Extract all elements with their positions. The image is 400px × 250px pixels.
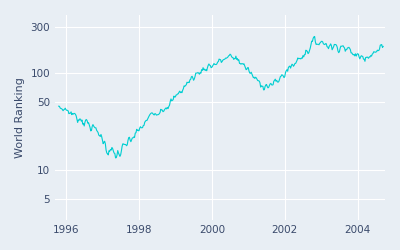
Y-axis label: World Ranking: World Ranking	[15, 77, 25, 158]
